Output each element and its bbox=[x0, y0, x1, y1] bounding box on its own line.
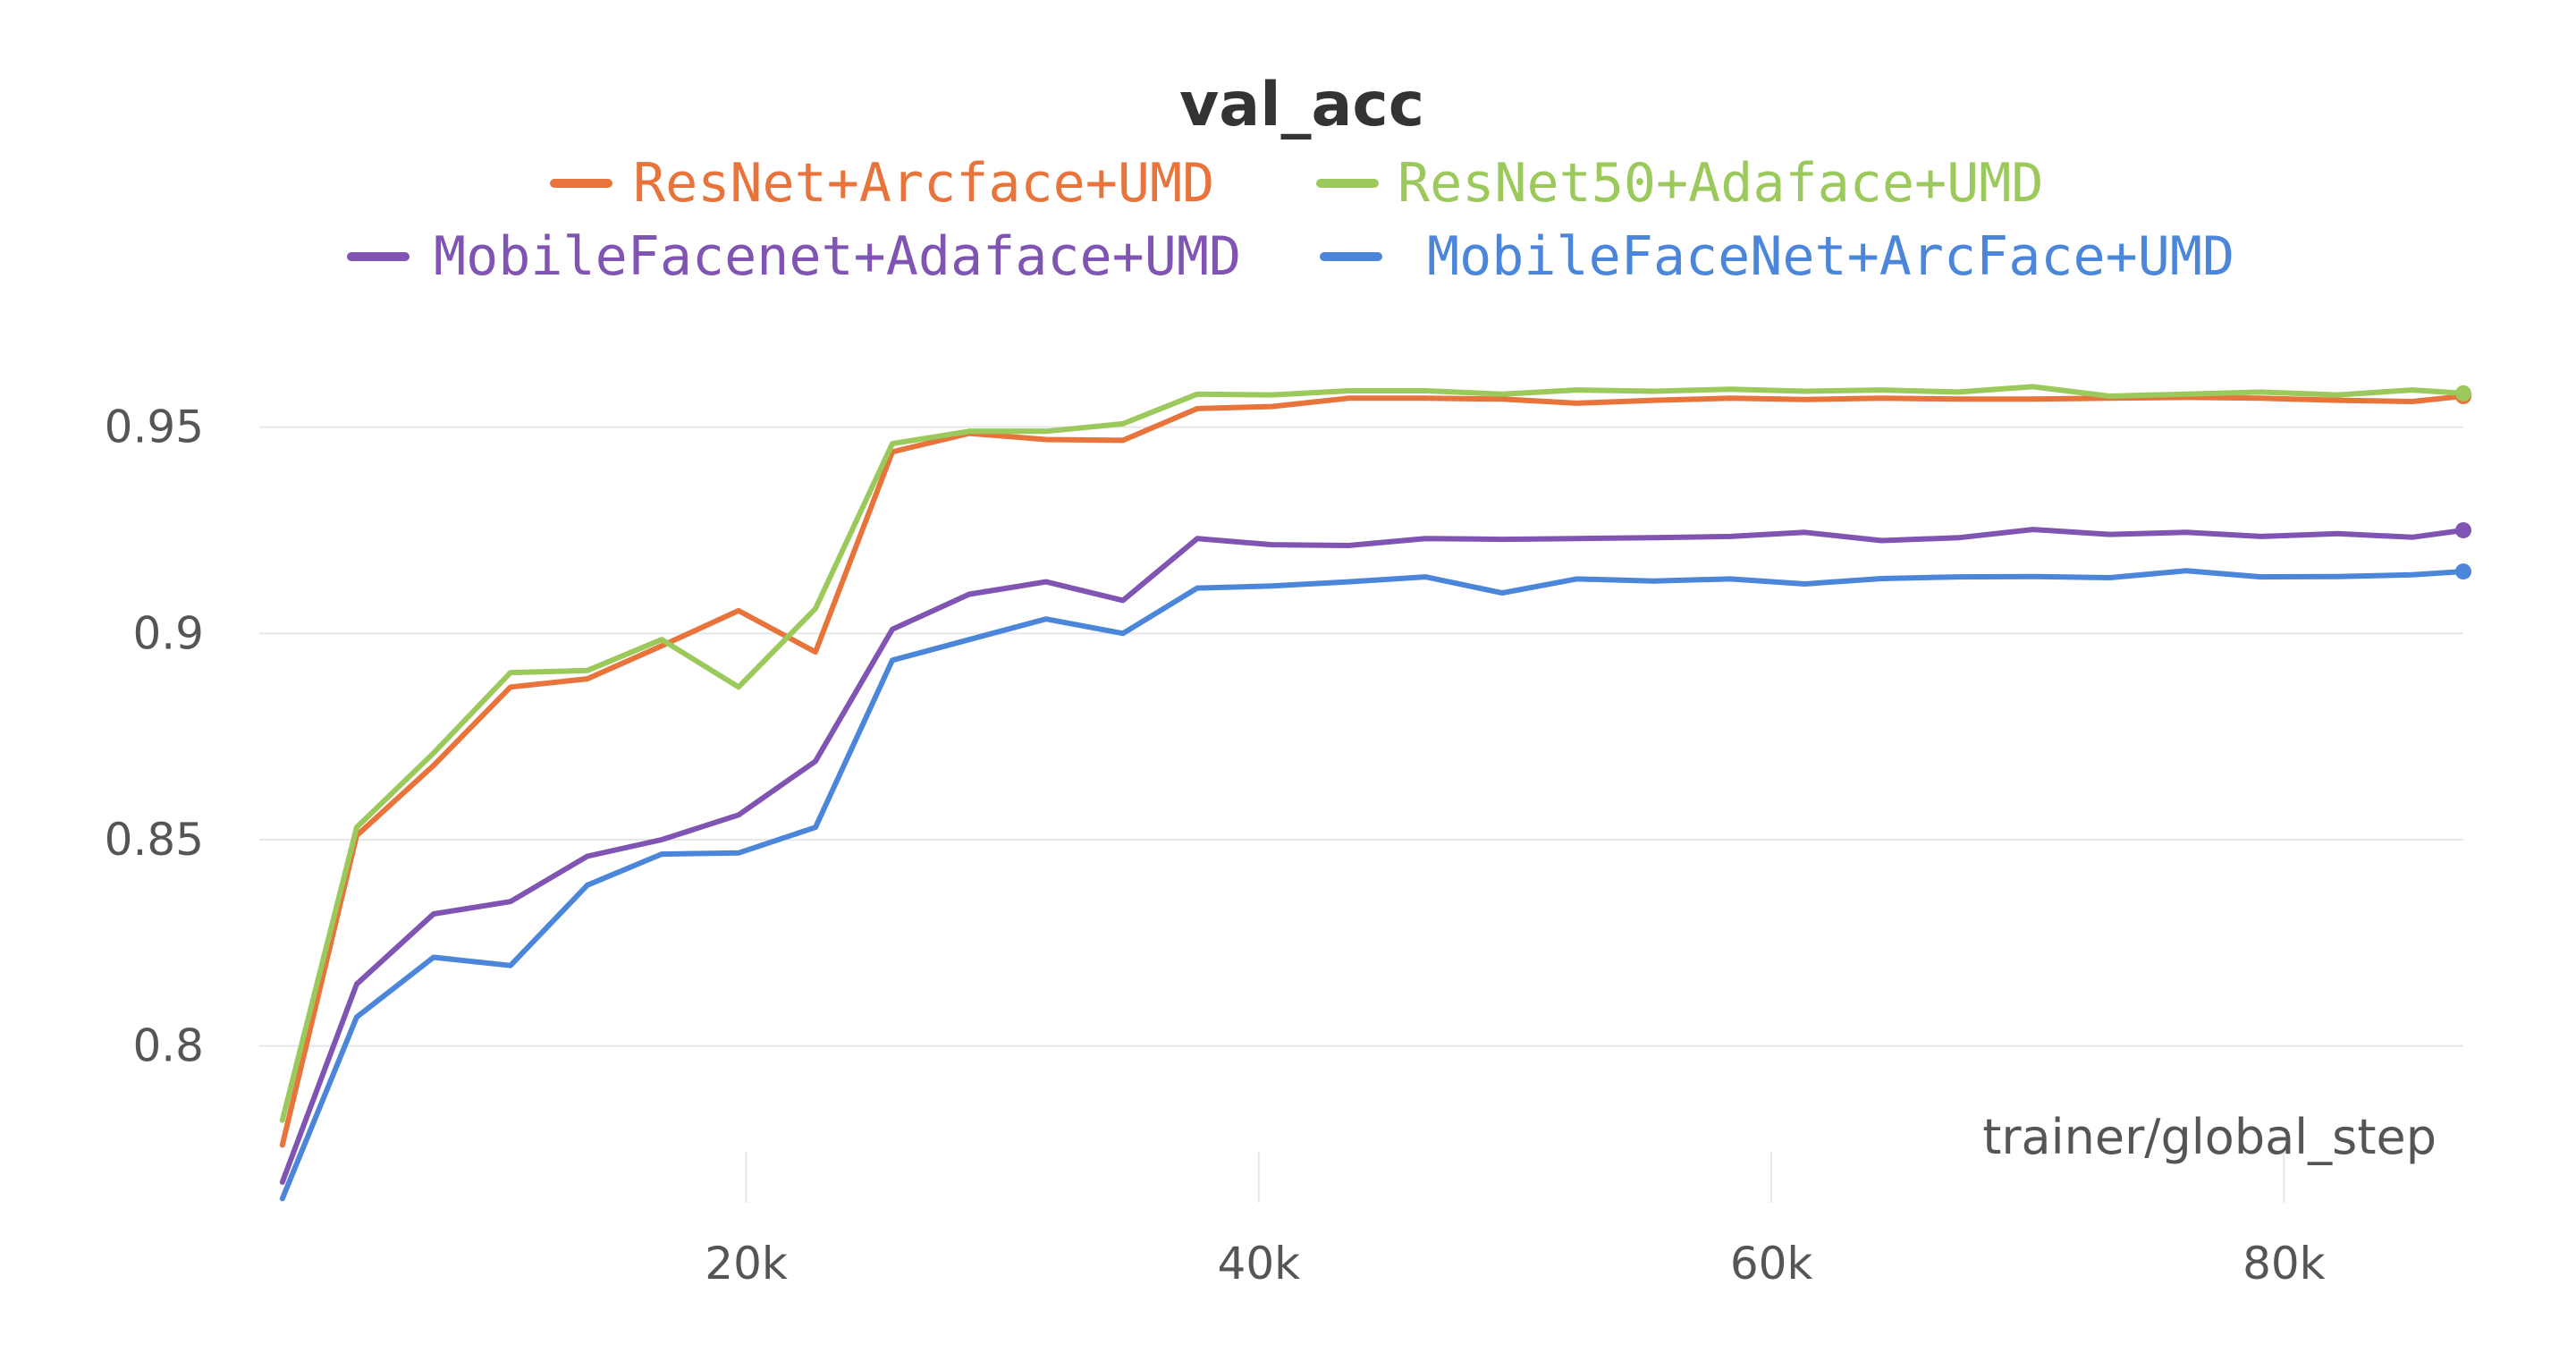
legend[interactable]: ResNet+Arcface+UMD ResNet50+Adaface+UMD Mo… bbox=[347, 152, 2234, 288]
legend-item-1[interactable]: ResNet+Arcface+UMD bbox=[550, 152, 1214, 215]
series-end-point-4 bbox=[2455, 563, 2471, 580]
legend-item-2[interactable]: ResNet50+Adaface+UMD bbox=[1316, 152, 2043, 215]
y-axis: 0.8 0.85 0.9 0.95 bbox=[105, 402, 204, 1072]
y-tick-label: 0.9 bbox=[132, 607, 204, 659]
legend-label: MobileFacenet+Adaface+UMD bbox=[434, 225, 1241, 288]
y-tick-label: 0.8 bbox=[132, 1020, 204, 1072]
x-tick-label: 40k bbox=[1218, 1238, 1301, 1290]
chart-title: val_acc bbox=[1179, 70, 1424, 140]
x-tick-label: 20k bbox=[705, 1238, 788, 1290]
series-line-2 bbox=[279, 384, 2466, 1123]
x-tick-label: 80k bbox=[2242, 1238, 2326, 1290]
y-tick-label: 0.85 bbox=[105, 814, 204, 866]
legend-label: MobileFaceNet+ArcFace+UMD bbox=[1427, 225, 2234, 288]
plot-series bbox=[279, 384, 2471, 1202]
series-end-point-2 bbox=[2455, 385, 2471, 402]
legend-item-3[interactable]: MobileFacenet+Adaface+UMD bbox=[347, 225, 1241, 288]
series-line-3 bbox=[279, 527, 2466, 1185]
series-line-4 bbox=[279, 568, 2466, 1202]
legend-label: ResNet+Arcface+UMD bbox=[633, 152, 1214, 215]
series-line-1 bbox=[279, 393, 2466, 1148]
series-end-point-3 bbox=[2455, 521, 2471, 538]
legend-label: ResNet50+Adaface+UMD bbox=[1398, 152, 2043, 215]
y-tick-label: 0.95 bbox=[105, 402, 204, 453]
x-axis: 20k 40k 60k 80k bbox=[705, 1152, 2326, 1290]
gridlines bbox=[259, 426, 2463, 1047]
x-tick-label: 60k bbox=[1730, 1238, 1813, 1290]
legend-item-4[interactable]: MobileFaceNet+ArcFace+UMD bbox=[1320, 225, 2234, 288]
x-axis-label: trainer/global_step bbox=[1982, 1109, 2437, 1165]
